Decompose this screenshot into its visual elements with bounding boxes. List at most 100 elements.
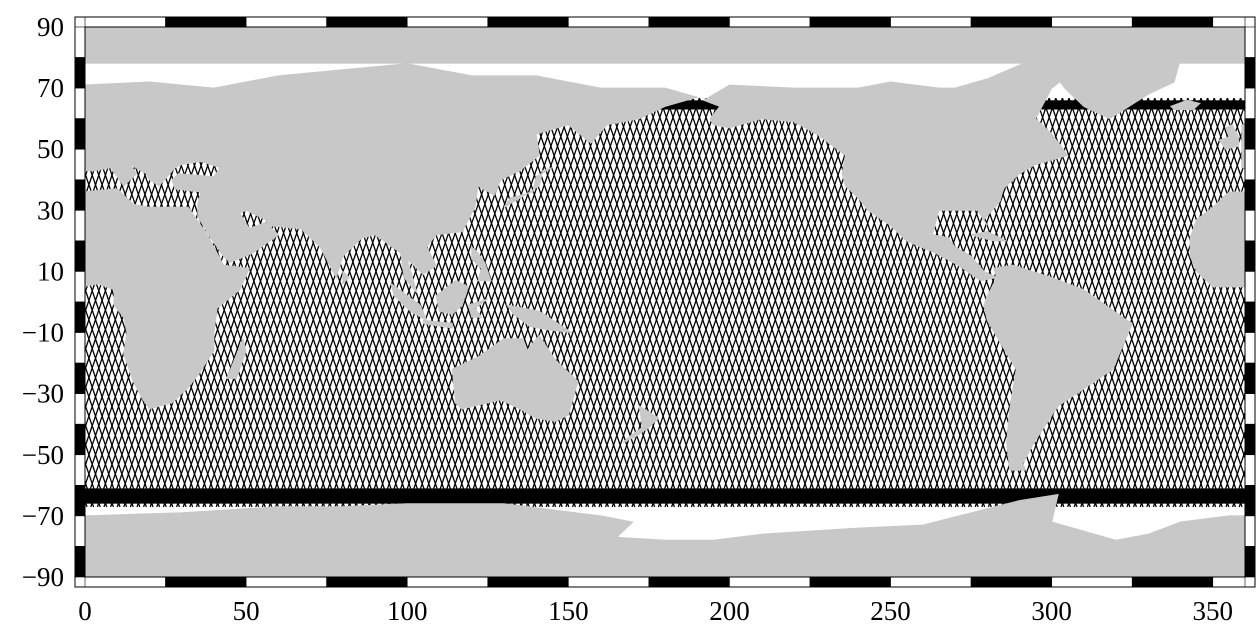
frame-segment-right <box>1244 26 1256 58</box>
frame-segment-right <box>1244 485 1256 517</box>
y-axis-tick-labels: 90 70 50 30 10 −10 −30 −50 −70 −90 <box>22 12 64 592</box>
y-tick-label: −50 <box>22 440 64 470</box>
frame-segment-top <box>1131 16 1214 28</box>
frame-segment-bottom <box>406 576 489 588</box>
x-tick-label: 100 <box>387 596 428 626</box>
land-iceland <box>1169 99 1201 110</box>
frame-segment-bottom <box>326 576 408 588</box>
land-australia <box>451 334 579 422</box>
frame-segment-left <box>74 240 86 272</box>
frame-segment-bottom <box>245 576 327 588</box>
land-borneo <box>435 280 470 315</box>
frame-segment-left <box>74 26 86 58</box>
frame-segment-right <box>1244 240 1256 272</box>
frame-segment-left <box>74 118 86 150</box>
frame-segment-left <box>74 57 86 89</box>
frame-segment-top <box>809 16 891 28</box>
frame-segment-left <box>74 393 86 425</box>
frame-segment-left <box>74 179 86 211</box>
frame-segment-left <box>74 362 86 394</box>
frame-segment-right <box>1244 118 1256 150</box>
land-south-america <box>983 264 1133 471</box>
frame-segment-bottom <box>1131 576 1214 588</box>
y-tick-label: −30 <box>22 379 64 409</box>
frame-segment-top <box>487 16 569 28</box>
frame-segment-left <box>74 546 86 578</box>
land-uk <box>1218 124 1240 150</box>
x-axis-tick-labels: 0 50 100 150 200 250 300 350 <box>78 596 1233 626</box>
frame-inner-border <box>84 26 1246 578</box>
frame-segment-bottom <box>1051 576 1133 588</box>
land-arctic-cap <box>85 27 1245 64</box>
frame-segment-top <box>568 16 650 28</box>
frame-segment-right <box>1244 148 1256 181</box>
frame-segment-bottom <box>568 576 650 588</box>
land-africa-west-wrap <box>1189 191 1245 288</box>
southern-track-limit-band <box>85 488 1245 504</box>
frame-segment-top <box>648 16 730 28</box>
frame-segment-top <box>326 16 408 28</box>
frame-segment-right <box>1244 332 1256 364</box>
frame-segment-bottom <box>165 576 247 588</box>
frame-segment-left <box>74 148 86 181</box>
land-masses <box>85 27 1245 577</box>
land-new-guinea <box>505 304 572 334</box>
frame-segment-left <box>74 485 86 517</box>
x-tick-label: 300 <box>1031 596 1072 626</box>
land-sumatra <box>390 282 428 322</box>
frame-segment-bottom <box>970 576 1052 588</box>
y-tick-label: 90 <box>37 12 64 42</box>
land-sri-lanka <box>342 270 350 285</box>
frame-segment-right <box>1244 57 1256 89</box>
frame-outer-border <box>74 16 1256 588</box>
frame-segment-right <box>1244 515 1256 547</box>
frame-segment-top <box>84 16 166 28</box>
frame-segment-left <box>74 87 86 119</box>
x-tick-label: 0 <box>78 596 92 626</box>
frame-segment-bottom <box>487 576 569 588</box>
frame-segment-bottom <box>729 576 811 588</box>
land-antarctica <box>85 493 1245 577</box>
land-cuba <box>970 231 1007 242</box>
frame-segment-top <box>729 16 811 28</box>
frame-segment-left <box>74 210 86 242</box>
frame-segment-top <box>1051 16 1133 28</box>
frame-segment-left <box>74 332 86 364</box>
frame-segment-right <box>1244 454 1256 486</box>
y-tick-label: 50 <box>37 134 64 164</box>
frame-segment-right <box>1244 423 1256 456</box>
frame-segment-top <box>890 16 972 28</box>
frame-segment-right <box>1244 271 1256 303</box>
frame-segment-left <box>74 515 86 547</box>
frame-segment-top <box>1212 16 1246 28</box>
x-tick-label: 200 <box>709 596 750 626</box>
land-sulawesi <box>467 298 489 318</box>
frame-segment-top <box>970 16 1052 28</box>
frame-segment-right <box>1244 362 1256 394</box>
land-eurasia-east-wrap <box>1241 124 1245 169</box>
x-tick-label: 250 <box>870 596 911 626</box>
land-java <box>422 319 453 329</box>
frame-segment-left <box>74 454 86 486</box>
frame-segment-left <box>74 271 86 303</box>
frame-segment-right <box>1244 301 1256 333</box>
frame-segment-right <box>1244 179 1256 211</box>
frame-segment-right <box>1244 546 1256 578</box>
land-new-zealand <box>622 404 660 444</box>
frame-segment-right <box>1244 210 1256 242</box>
x-tick-label: 150 <box>548 596 589 626</box>
x-tick-label: 50 <box>233 596 260 626</box>
ascending-tracks <box>85 98 1245 507</box>
frame-segment-bottom <box>809 576 891 588</box>
land-japan <box>503 167 553 208</box>
y-tick-label: −10 <box>22 318 64 348</box>
land-philippines <box>471 245 492 282</box>
frame-segment-top <box>165 16 247 28</box>
frame-segment-left <box>74 423 86 456</box>
map-frame <box>74 16 1256 588</box>
frame-segment-bottom <box>1212 576 1246 588</box>
y-tick-label: −70 <box>22 501 64 531</box>
x-tick-label: 350 <box>1193 596 1234 626</box>
land-madagascar <box>226 337 247 379</box>
